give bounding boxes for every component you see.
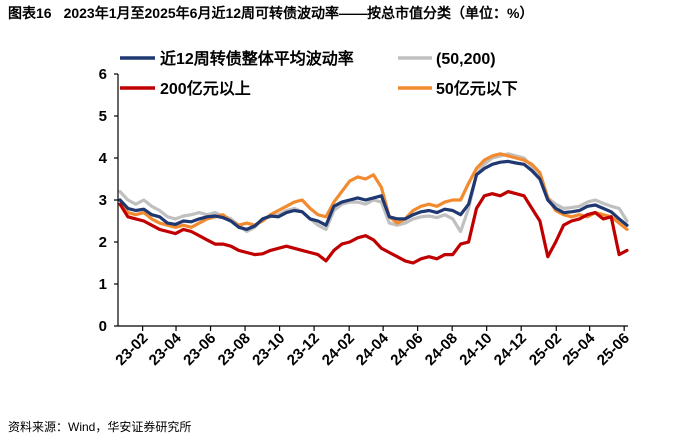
series-line-overall <box>118 159 629 231</box>
x-tick-label: 24-06 <box>387 330 426 369</box>
x-tick-label: 23-06 <box>180 330 219 369</box>
x-tick-label: 25-06 <box>594 330 633 369</box>
legend-item-large-cap: 200亿元以上 <box>120 79 251 98</box>
x-tick-label: 23-02 <box>112 330 151 369</box>
y-tick-label: 1 <box>99 276 107 293</box>
x-tick-label: 24-08 <box>422 330 461 369</box>
series-line-small-cap <box>118 152 629 231</box>
legend: 近12周转债整体平均波动率 (50,200) 200亿元以上 50亿元以下 <box>120 49 518 98</box>
y-tick-label: 4 <box>99 150 108 167</box>
y-tick-label: 0 <box>99 318 107 335</box>
legend-label-overall: 近12周转债整体平均波动率 <box>160 49 354 68</box>
x-axis: 23-0223-0423-0623-0823-1023-1224-0224-04… <box>112 325 633 369</box>
x-tick-label: 25-04 <box>559 329 599 369</box>
series-layer <box>118 152 629 265</box>
legend-item-mid-cap: (50,200) <box>398 51 496 68</box>
y-tick-label: 2 <box>99 234 107 251</box>
x-tick-label: 23-12 <box>284 330 323 369</box>
x-tick-label: 24-04 <box>353 329 393 369</box>
x-ticks: 23-0223-0423-0623-0823-1023-1224-0224-04… <box>112 326 633 369</box>
x-tick-label: 23-10 <box>249 330 288 369</box>
y-tick-label: 6 <box>99 66 107 83</box>
figure-title: 图表16 2023年1月至2025年6月近12周可转债波动率——按总市值分类（单位… <box>8 4 533 22</box>
x-tick-label: 23-08 <box>215 330 254 369</box>
y-tick-label: 5 <box>99 108 107 125</box>
figure-label: 图表16 <box>8 5 52 21</box>
x-tick-label: 24-10 <box>456 330 495 369</box>
y-tick-label: 3 <box>99 192 107 209</box>
legend-label-small-cap: 50亿元以下 <box>436 79 518 98</box>
y-axis: 0 1 2 3 4 5 6 <box>99 66 119 335</box>
y-ticks: 0 1 2 3 4 5 6 <box>99 66 118 335</box>
legend-label-mid-cap: (50,200) <box>436 51 496 68</box>
x-tick-label: 23-04 <box>146 329 186 369</box>
chart-title: 2023年1月至2025年6月近12周可转债波动率——按总市值分类（单位：%） <box>63 5 534 21</box>
x-tick-label: 25-02 <box>526 330 565 369</box>
legend-item-small-cap: 50亿元以下 <box>398 79 518 98</box>
x-tick-label: 24-02 <box>319 330 358 369</box>
series-line-large-cap <box>118 190 629 265</box>
legend-label-large-cap: 200亿元以上 <box>160 79 251 98</box>
x-tick-label: 24-12 <box>491 330 530 369</box>
source-note: 资料来源：Wind，华安证券研究所 <box>8 420 192 434</box>
legend-item-overall: 近12周转债整体平均波动率 <box>120 49 354 68</box>
